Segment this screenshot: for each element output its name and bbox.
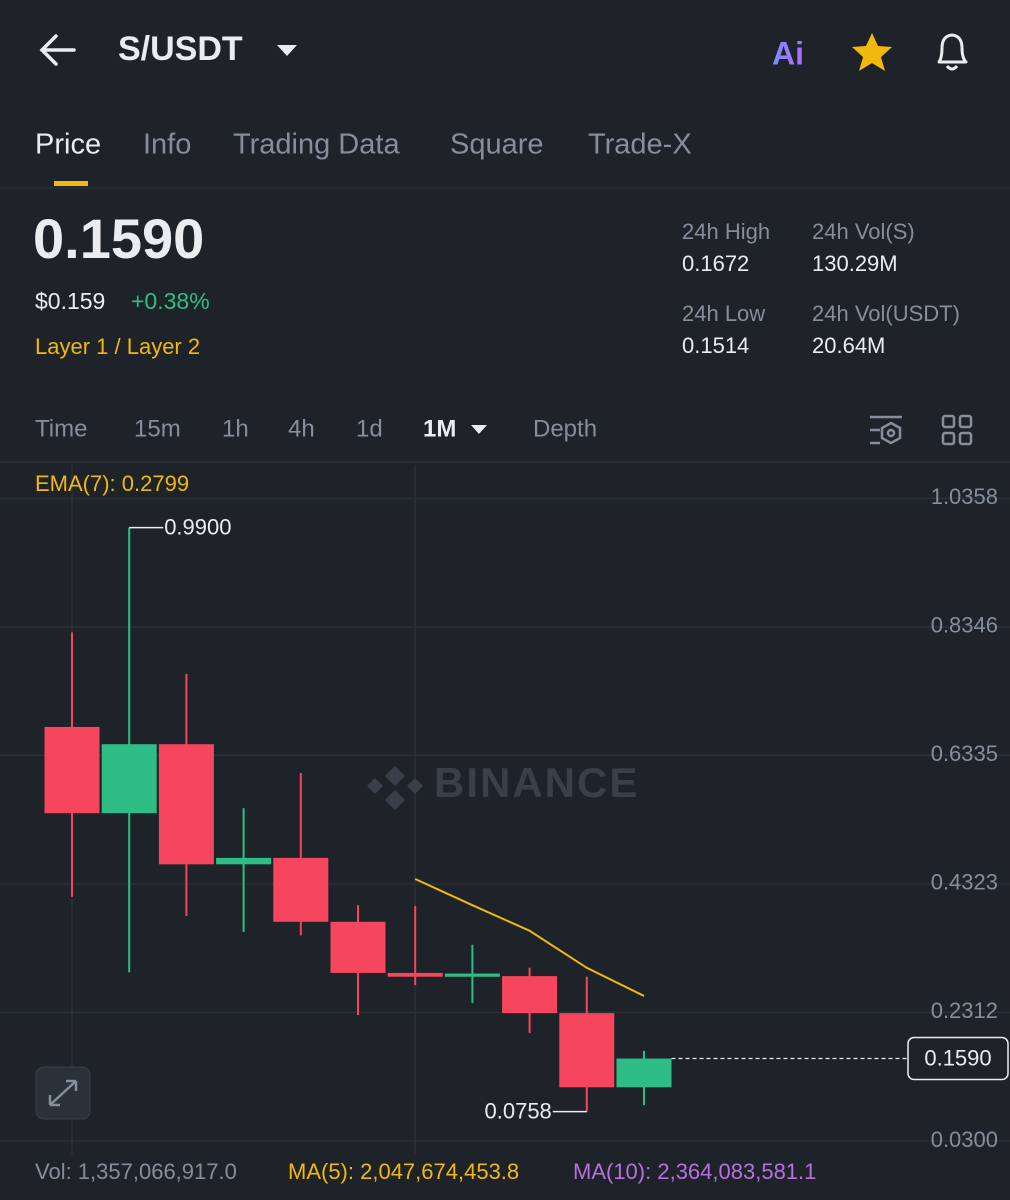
ma5-label: MA(5): 2,047,674,453.8 (288, 1159, 519, 1184)
candle-body (616, 1058, 672, 1088)
ema-line (414, 878, 645, 997)
pair-caret[interactable] (277, 45, 297, 56)
candle-body (444, 973, 500, 977)
candle-body (559, 1013, 615, 1088)
watermark-logo (367, 766, 423, 810)
tab[interactable]: Square (450, 129, 544, 161)
stat-value: 130.29M (812, 251, 898, 276)
y-tick-label: 0.2312 (931, 998, 998, 1023)
interval[interactable]: 4h (288, 415, 315, 442)
last-price: 0.1590 (33, 207, 204, 270)
y-tick-label: 0.0300 (931, 1127, 998, 1152)
candle-chart: 0.0300 0.2312 0.4323 0.6335 0.8346 1.0358 BINA… (0, 465, 1010, 1184)
layout-icon[interactable] (941, 414, 973, 446)
interval[interactable]: Time (35, 415, 87, 442)
candle-body (216, 857, 272, 865)
stat-label: 24h Vol(S) (812, 219, 915, 244)
current-price-box (907, 1036, 1009, 1081)
favorite-star[interactable] (852, 33, 892, 71)
watermark: BINANCE (434, 759, 639, 806)
candle-body (273, 857, 329, 922)
max-label: 0.9900 (164, 514, 231, 539)
usd-price: $0.159 (35, 288, 105, 314)
y-tick-label: 0.4323 (931, 870, 998, 895)
y-tick-label: 1.0358 (931, 484, 998, 509)
stat-label: 24h Low (682, 301, 765, 326)
interval-caret[interactable] (471, 425, 487, 434)
ma10-label: MA(10): 2,364,083,581.1 (573, 1159, 816, 1184)
price-change: +0.38% (131, 288, 210, 314)
tab[interactable]: Trading Data (233, 129, 400, 161)
current-price-label: 0.1590 (924, 1045, 991, 1070)
y-tick-label: 0.6335 (931, 741, 998, 766)
volume-label: Vol: 1,357,066,917.0 (35, 1159, 237, 1184)
stat-value: 0.1672 (682, 251, 749, 276)
expand-icon (48, 1079, 78, 1107)
candle-body (387, 972, 443, 977)
y-tick-label: 0.8346 (931, 613, 998, 638)
tags[interactable]: Layer 1 / Layer 2 (35, 334, 200, 359)
indicator-label: EMA(7): 0.2799 (35, 471, 189, 496)
tab[interactable]: Price (35, 129, 101, 161)
ai-button[interactable]: Ai (772, 35, 804, 71)
settings-icon[interactable] (870, 415, 902, 445)
stat-value: 20.64M (812, 333, 885, 358)
interval[interactable]: 1M (423, 415, 456, 442)
tab[interactable]: Trade-X (588, 129, 692, 161)
interval[interactable]: 1h (222, 415, 249, 442)
alert-bell[interactable] (937, 33, 968, 71)
tab-underline (54, 181, 88, 186)
candle-body (158, 744, 214, 865)
min-label: 0.0758 (485, 1098, 552, 1123)
interval[interactable]: 1d (356, 415, 383, 442)
tab[interactable]: Info (143, 129, 191, 161)
interval[interactable]: 15m (134, 415, 181, 442)
candle-body (330, 921, 386, 973)
stat-label: 24h Vol(USDT) (812, 301, 960, 326)
stat-value: 0.1514 (682, 333, 749, 358)
candle-body (44, 726, 100, 814)
back-button[interactable] (39, 34, 76, 66)
pair-title[interactable]: S/USDT (118, 30, 243, 68)
candle-body (502, 976, 558, 1014)
interval[interactable]: Depth (533, 415, 597, 442)
candle-body (101, 744, 157, 814)
stat-label: 24h High (682, 219, 770, 244)
